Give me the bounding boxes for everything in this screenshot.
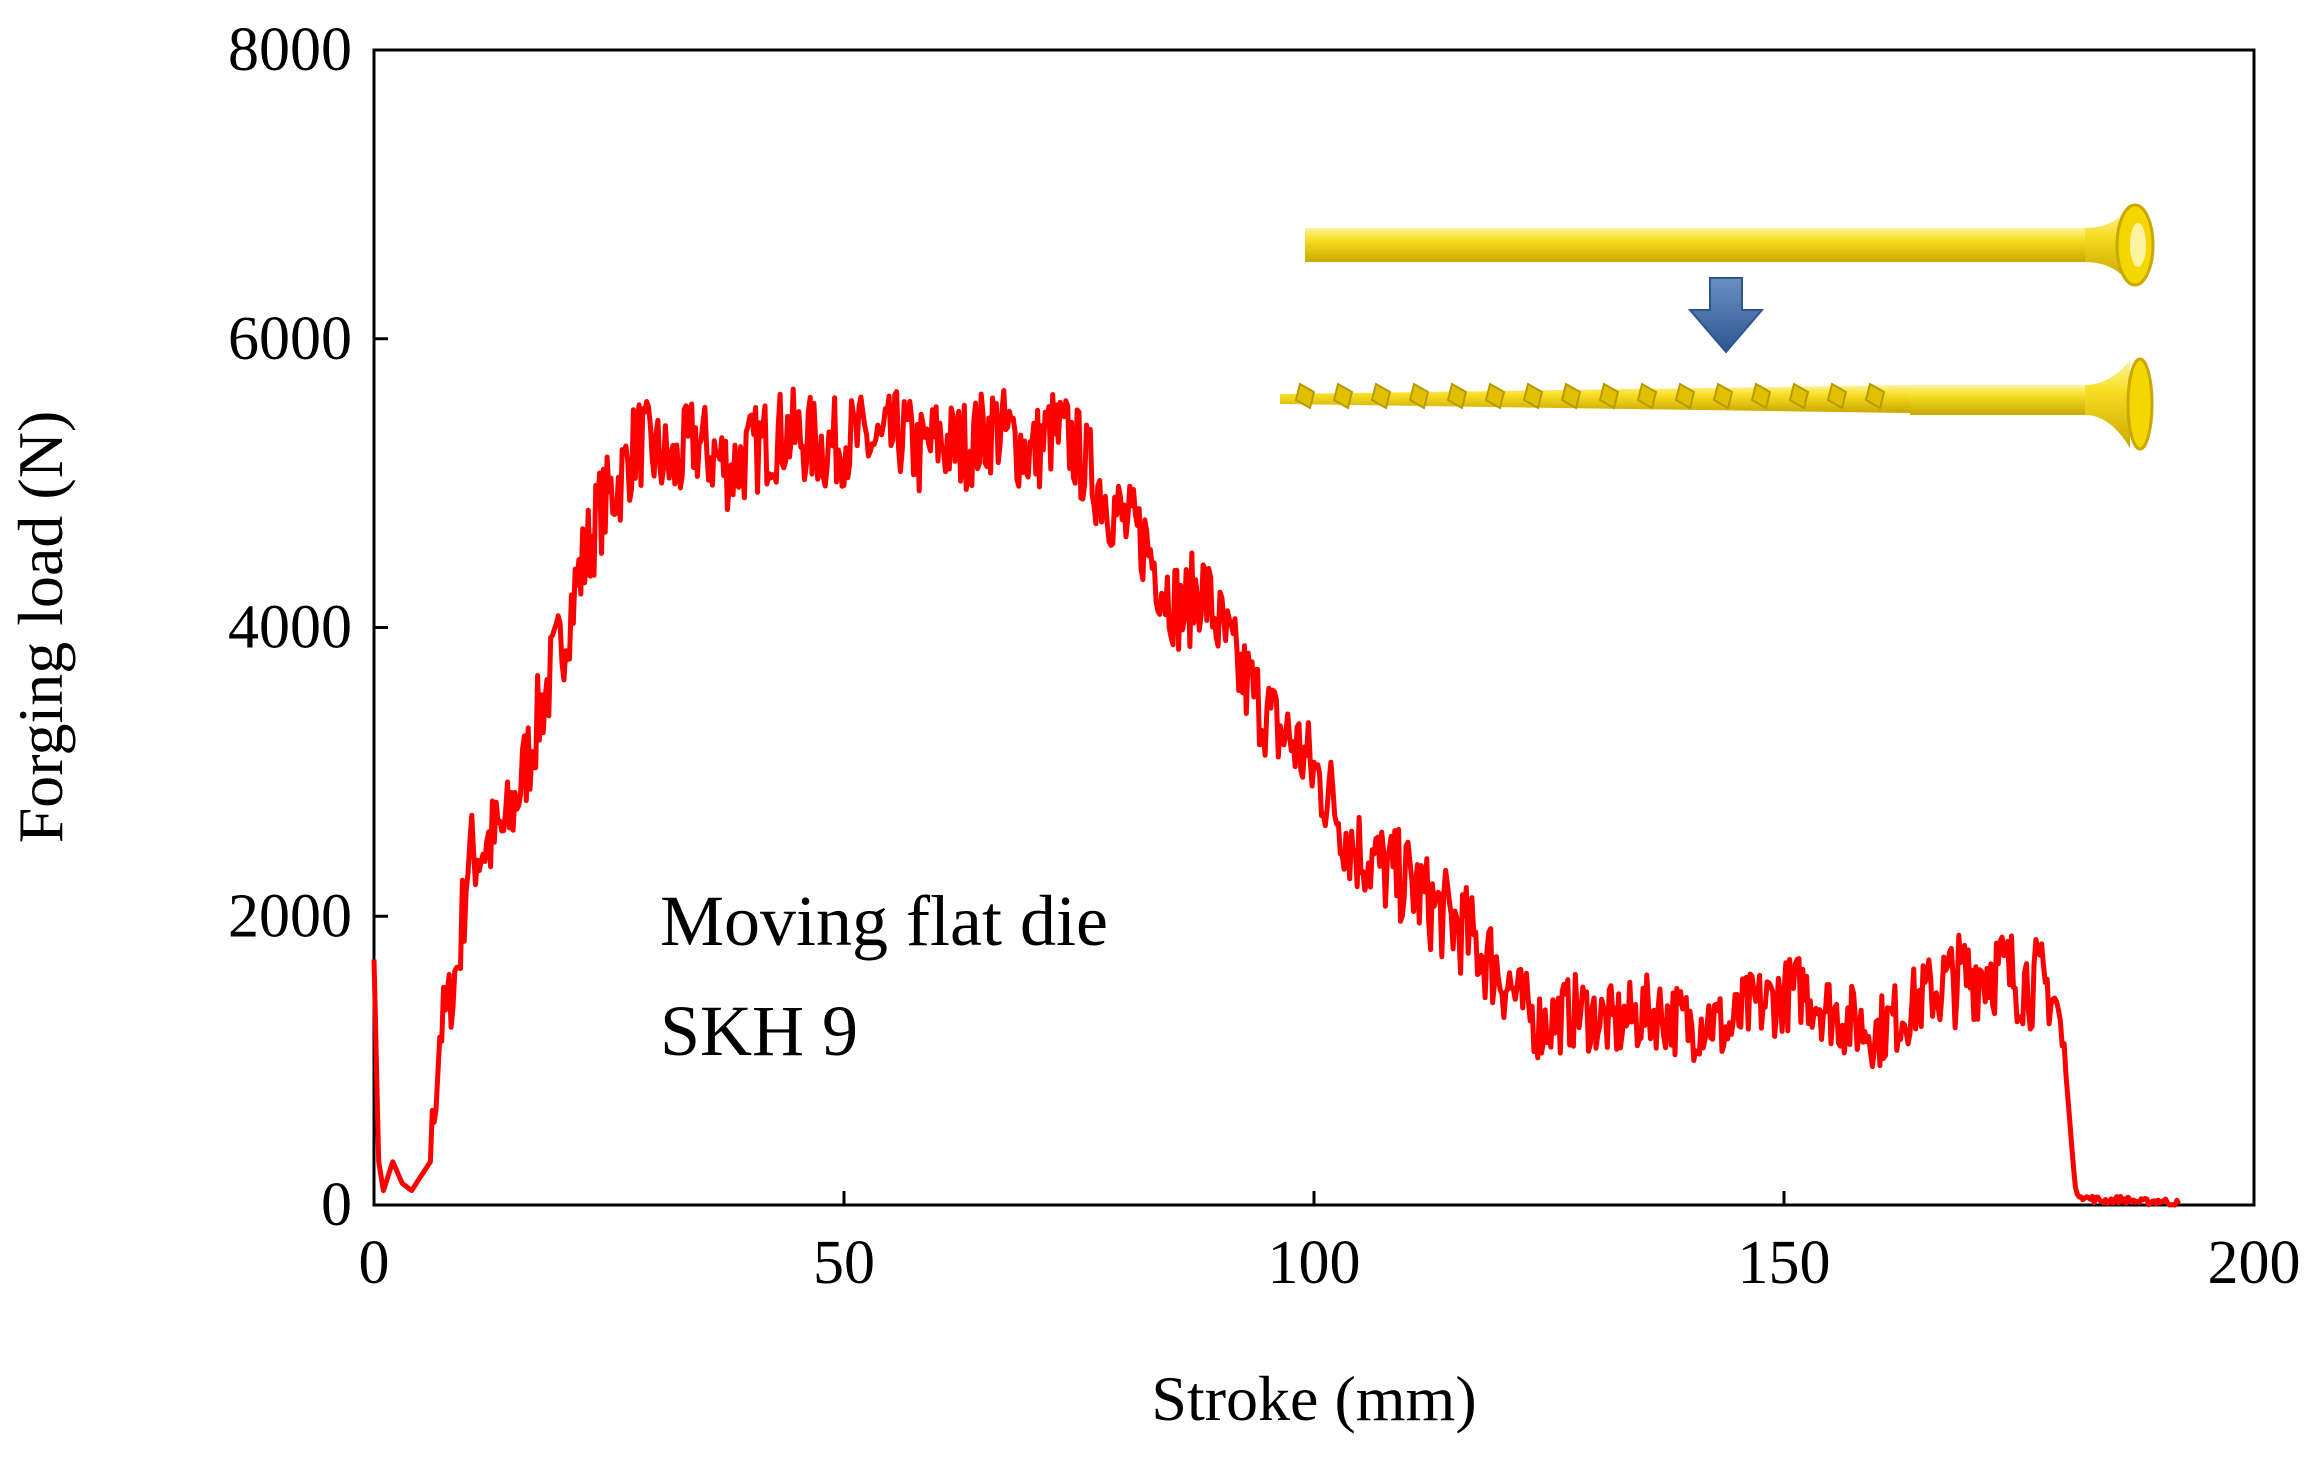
threaded-screw-icon	[1280, 357, 2154, 451]
thread-ridge	[1636, 382, 1658, 410]
thread-ridge	[1484, 382, 1506, 410]
thread-ridge	[1446, 382, 1468, 410]
thread-ridge	[1712, 382, 1734, 410]
thread-ridge	[1788, 382, 1810, 410]
series-line-forging-load	[371, 386, 2181, 1208]
plot-frame	[372, 48, 2256, 1207]
y-tick-label: 6000	[228, 305, 352, 373]
annotation-die-material: SKH 9	[660, 991, 858, 1071]
thread-ridge	[1826, 382, 1848, 410]
y-tick-label: 2000	[228, 882, 352, 950]
x-tick-label: 200	[2208, 1229, 2301, 1297]
axis-ticks	[372, 48, 2256, 1207]
thread-ridge	[1408, 382, 1430, 410]
thread-ridge	[1864, 382, 1886, 410]
x-tick-label: 100	[1268, 1229, 1361, 1297]
thread-ridge	[1674, 382, 1696, 410]
x-tick-label: 50	[813, 1229, 875, 1297]
down-arrow-icon	[1687, 277, 1765, 354]
blank-rod-icon	[1305, 203, 2155, 287]
thread-ridge	[1598, 382, 1620, 410]
thread-ridge	[1294, 382, 1316, 410]
annotation-die-type: Moving flat die	[660, 881, 1108, 961]
y-tick-label: 4000	[228, 594, 352, 662]
thread-ridge	[1522, 382, 1544, 410]
x-axis-label: Stroke (mm)	[1151, 1363, 1476, 1434]
screw-illustration	[1280, 203, 2155, 451]
y-axis-label: Forging load (N)	[5, 411, 76, 844]
x-tick-label: 0	[359, 1229, 390, 1297]
x-tick-label: 150	[1738, 1229, 1831, 1297]
thread-ridge	[1370, 382, 1392, 410]
thread-ridge	[1560, 382, 1582, 410]
thread-ridge	[1332, 382, 1354, 410]
y-tick-label: 0	[321, 1171, 352, 1239]
y-tick-label: 8000	[228, 16, 352, 84]
thread-ridge	[1750, 382, 1772, 410]
